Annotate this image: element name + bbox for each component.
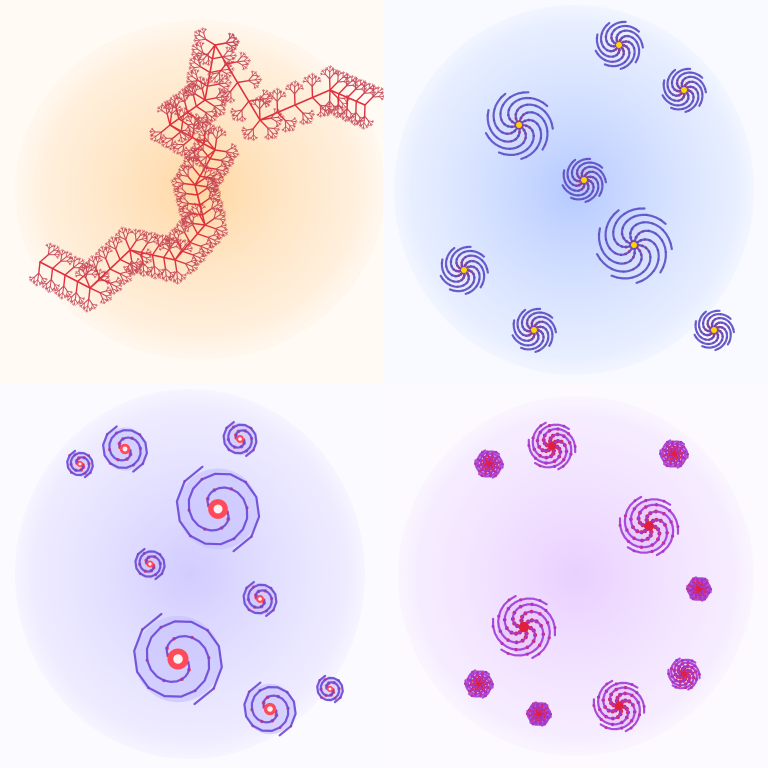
- double-spiral-arms: [66, 421, 344, 737]
- panel-star-spiral-fractal: [384, 0, 768, 384]
- curl-cluster-fractal-image: [384, 384, 768, 768]
- star-spiral-fractal-image: [384, 0, 768, 384]
- dendrite-fractal-image: [0, 0, 384, 384]
- star-spiral-arms: [439, 20, 735, 353]
- dendrite-branches: [28, 27, 384, 313]
- curl-cluster-arms: [464, 421, 713, 733]
- panel-double-spiral-fractal: [0, 384, 384, 768]
- double-spiral-fractal-image: [0, 384, 384, 768]
- panel-dendrite-fractal: [0, 0, 384, 384]
- panel-curl-cluster-fractal: [384, 384, 768, 768]
